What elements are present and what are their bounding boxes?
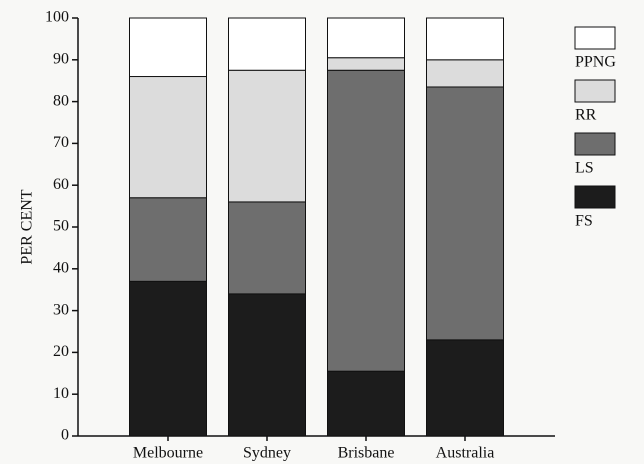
x-tick-label: Sydney [243, 445, 291, 462]
bar-segment [228, 69, 306, 203]
bar-segment [426, 17, 504, 61]
bar-segment [129, 76, 207, 199]
bar-segment [327, 17, 405, 59]
bar-segment [129, 17, 207, 78]
legend-swatch [574, 79, 616, 103]
y-tick-label: 70 [53, 134, 69, 151]
bar-segment [228, 293, 306, 437]
legend-swatch [574, 185, 616, 209]
y-tick-label: 0 [61, 427, 69, 444]
y-tick-label: 10 [53, 385, 69, 402]
bar-segment [327, 370, 405, 437]
bar-segment [129, 280, 207, 437]
bar-segment [426, 339, 504, 437]
bar-segment [426, 86, 504, 341]
legend-label: PPNG [575, 54, 616, 71]
y-tick-label: 50 [53, 218, 69, 235]
y-tick-label: 90 [53, 50, 69, 67]
bar-segment [228, 17, 306, 71]
legend-swatch [574, 26, 616, 50]
y-axis-label: PER CENT [19, 189, 36, 264]
x-tick-label: Brisbane [338, 445, 395, 462]
legend-label: RR [575, 107, 597, 124]
x-tick-label: Australia [436, 445, 495, 462]
legend-label: LS [575, 160, 594, 177]
y-tick-label: 100 [45, 9, 69, 26]
y-tick-label: 60 [53, 176, 69, 193]
y-tick-label: 20 [53, 343, 69, 360]
legend-swatch [574, 132, 616, 156]
bar-segment [327, 57, 405, 71]
y-tick-label: 40 [53, 259, 69, 276]
x-tick-label: Melbourne [133, 445, 203, 462]
legend-label: FS [575, 213, 593, 230]
bar-segment [327, 69, 405, 372]
bar-segment [426, 59, 504, 88]
bar-segment [228, 201, 306, 295]
bar-segment [129, 197, 207, 282]
y-tick-label: 80 [53, 92, 69, 109]
y-tick-label: 30 [53, 301, 69, 318]
